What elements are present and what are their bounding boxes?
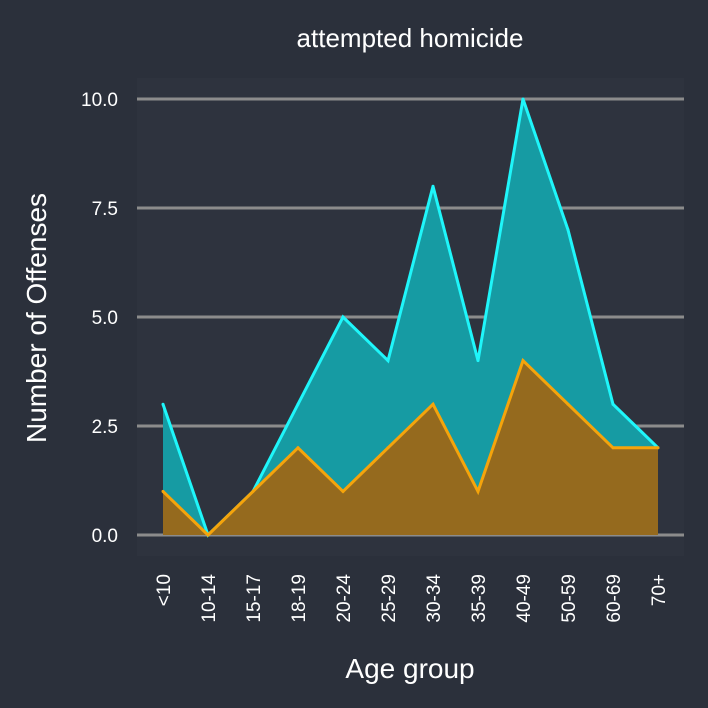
y-tick-label: 0.0 [92,526,118,547]
data-point [611,402,615,406]
chart-title: attempted homicide [297,23,524,53]
data-point [476,489,480,493]
data-point [431,402,435,406]
y-axis-title: Number of Offenses [21,193,52,443]
series-line [161,357,658,538]
data-point [476,359,480,363]
data-point [521,359,525,363]
x-tick-label: 15-17 [244,574,265,623]
x-tick-label: 20-24 [334,574,355,623]
data-point [341,315,345,319]
x-tick-label: 30-34 [424,574,445,623]
data-point [386,446,390,450]
data-point [296,446,300,450]
x-tick-label: 70+ [649,574,670,606]
x-tick-label: 10-14 [199,574,220,623]
series-area [163,360,658,535]
y-tick-label: 2.5 [92,417,118,438]
data-point [341,489,345,493]
y-tick-label: 10.0 [81,90,118,111]
data-point [161,489,165,493]
x-tick-label: 35-39 [469,574,490,623]
x-tick-label: 40-49 [514,574,535,623]
data-point [521,97,525,101]
series-1 [161,357,660,538]
x-tick-label: <10 [154,574,175,606]
data-point [206,533,210,537]
data-point [431,184,435,188]
y-tick-label: 5.0 [92,308,118,329]
data-point [296,402,300,406]
y-tick-label: 7.5 [92,199,118,220]
x-tick-label: 50-59 [559,574,580,623]
x-tick-label: 18-19 [289,574,310,623]
data-point [251,489,255,493]
x-axis-ticks: <10 10-14 15-17 18-19 20-24 25-29 30-34 35-39 40… [154,574,670,623]
data-point [386,359,390,363]
x-tick-label: 25-29 [379,574,400,623]
x-axis-title: Age group [345,653,474,684]
data-point [656,446,660,450]
data-point [611,446,615,450]
y-axis-ticks: 0.0 2.5 5.0 7.5 10.0 [81,90,118,547]
series-layer [161,97,660,538]
data-point [566,228,570,232]
data-point [566,402,570,406]
x-tick-label: 60-69 [604,574,625,623]
data-point [161,402,165,406]
